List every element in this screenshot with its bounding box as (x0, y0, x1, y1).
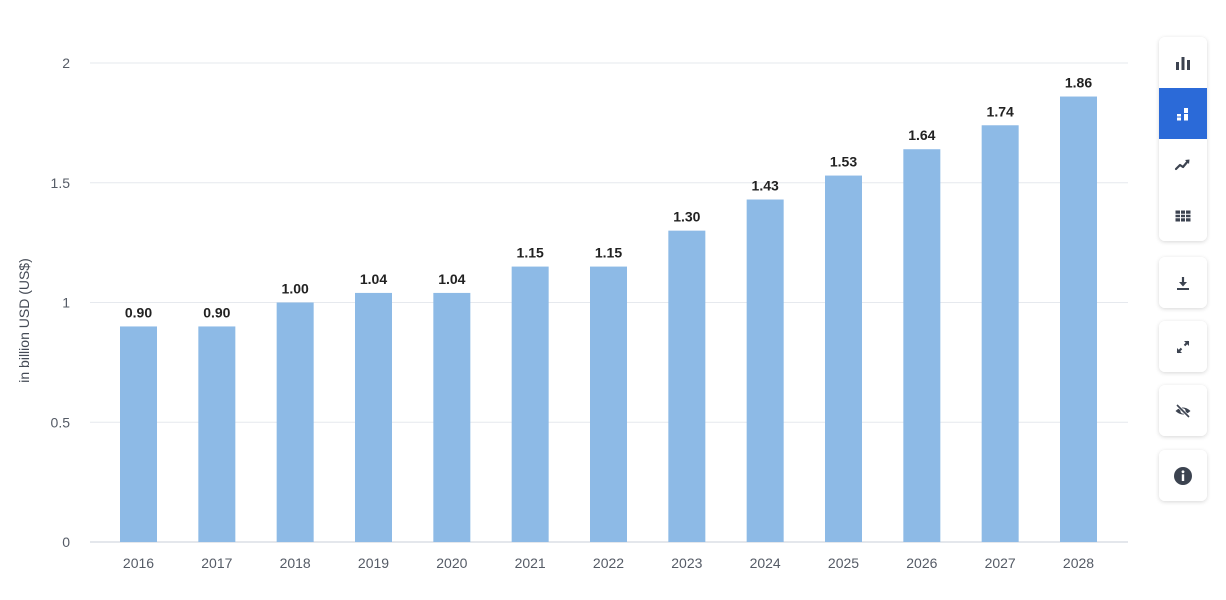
data-label: 1.00 (282, 281, 309, 297)
bar (1060, 96, 1097, 542)
bar (198, 326, 236, 542)
chart-view-group (1159, 37, 1207, 241)
data-label: 1.74 (987, 103, 1014, 119)
y-tick-label: 1.5 (51, 175, 71, 191)
y-tick-label: 2 (62, 55, 70, 71)
data-label: 1.15 (595, 245, 622, 261)
line-chart-button[interactable] (1159, 139, 1207, 190)
fullscreen-icon (1176, 340, 1190, 353)
bar (668, 230, 706, 542)
x-tick-label: 2028 (1063, 555, 1094, 571)
eye-off-icon (1175, 403, 1191, 418)
bar (981, 125, 1019, 543)
bar-chart-icon (1176, 56, 1190, 70)
fullscreen-group (1159, 321, 1207, 372)
x-tick-label: 2022 (593, 555, 624, 571)
info-button[interactable] (1159, 450, 1207, 501)
x-tick-label: 2019 (358, 555, 389, 571)
download-button[interactable] (1159, 257, 1207, 308)
bar (355, 292, 392, 542)
y-tick-label: 0.5 (51, 414, 71, 430)
x-tick-label: 2026 (906, 555, 937, 571)
x-tick-label: 2025 (828, 555, 859, 571)
bar (433, 292, 471, 542)
x-tick-label: 2017 (201, 555, 232, 571)
data-label: 1.30 (673, 209, 700, 225)
data-label: 1.04 (438, 271, 465, 287)
table-icon (1175, 210, 1191, 221)
data-label: 1.64 (908, 127, 935, 143)
chart-toolbar (1159, 0, 1207, 600)
hide-group (1159, 385, 1207, 436)
bar (825, 175, 862, 542)
x-tick-label: 2016 (123, 555, 154, 571)
bar (746, 199, 784, 542)
y-axis-title: in billion USD (US$) (16, 258, 32, 382)
x-tick-label: 2020 (436, 555, 467, 571)
bar (120, 326, 157, 542)
x-tick-label: 2018 (280, 555, 311, 571)
bar (903, 149, 941, 542)
hide-button[interactable] (1159, 385, 1207, 436)
y-tick-label: 1 (62, 295, 70, 311)
data-label: 0.90 (125, 304, 152, 320)
chart-area: 0 0.5 1 1.5 2 in billion USD (US$) 0.90 2016 0.9… (16, 55, 1128, 571)
data-label: 1.86 (1065, 75, 1092, 91)
x-tick-label: 2024 (750, 555, 781, 571)
download-group (1159, 257, 1207, 308)
x-tick-label: 2027 (985, 555, 1016, 571)
info-group (1159, 450, 1207, 501)
info-icon (1174, 466, 1192, 485)
data-label: 1.53 (830, 154, 857, 170)
x-tick-label: 2021 (515, 555, 546, 571)
data-label: 1.15 (517, 245, 544, 261)
table-button[interactable] (1159, 190, 1207, 241)
bar (590, 266, 627, 542)
y-tick-label: 0 (62, 534, 70, 550)
download-icon (1177, 276, 1189, 290)
bar-chart-button[interactable] (1159, 37, 1207, 88)
data-label: 1.04 (360, 271, 387, 287)
bar (276, 302, 314, 542)
line-chart-icon (1174, 159, 1190, 170)
stacked-bar-icon (1177, 107, 1188, 120)
bar (511, 266, 549, 542)
bar-chart: 0 0.5 1 1.5 2 in billion USD (US$) 0.90 2016 0.9… (16, 55, 1128, 571)
data-label: 1.43 (752, 178, 779, 194)
stacked-bar-button[interactable] (1159, 88, 1207, 139)
fullscreen-button[interactable] (1159, 321, 1207, 372)
x-tick-label: 2023 (671, 555, 702, 571)
data-label: 0.90 (203, 304, 230, 320)
